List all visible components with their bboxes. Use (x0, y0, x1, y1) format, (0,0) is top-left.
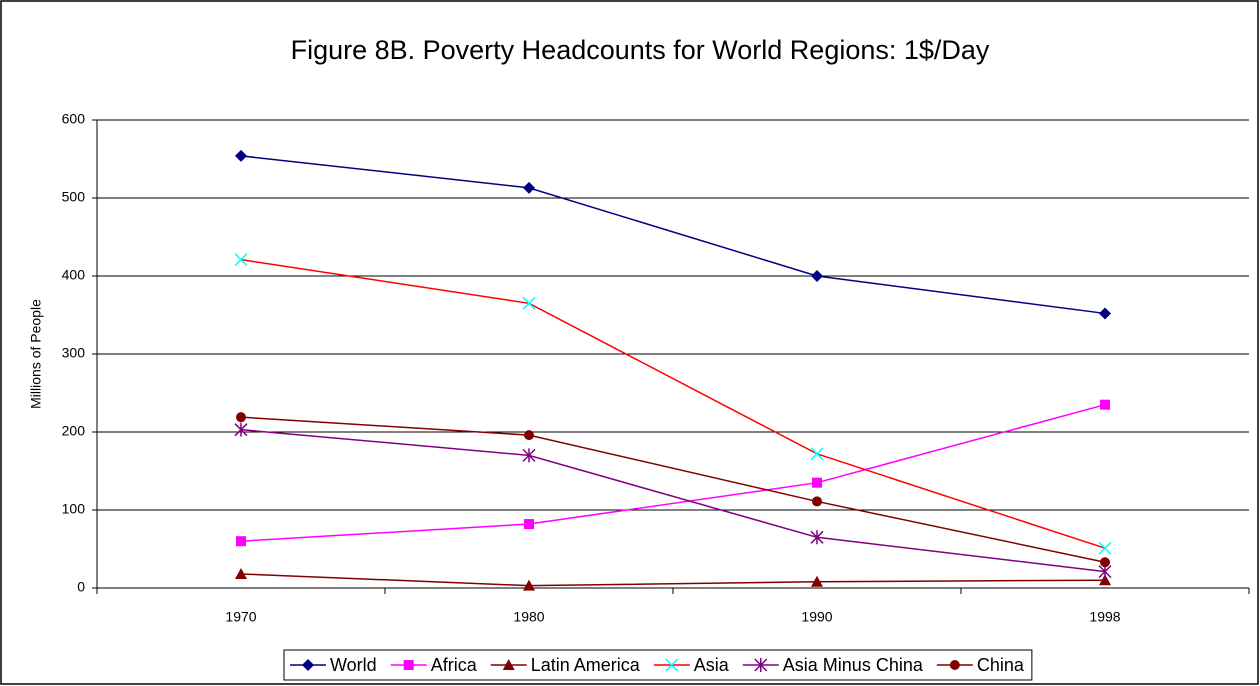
marker (811, 575, 823, 587)
x-tick-label: 1998 (1089, 609, 1120, 625)
legend-item: China (936, 655, 1025, 675)
legend-label: Latin America (531, 655, 641, 675)
legend-item: Asia (653, 655, 730, 675)
y-tick-label: 300 (62, 345, 86, 361)
marker (302, 659, 314, 671)
marker (524, 430, 534, 441)
legend-item: World (290, 655, 377, 675)
marker (502, 659, 515, 670)
marker (812, 477, 822, 488)
marker (522, 296, 536, 310)
marker (811, 270, 823, 282)
marker (235, 567, 247, 579)
x-tick-label: 1980 (513, 609, 544, 625)
series-line (240, 258, 1106, 549)
y-tick-label: 0 (77, 579, 85, 595)
series-line (240, 573, 1106, 587)
marker (1099, 574, 1111, 586)
marker (810, 447, 824, 461)
legend-item: Latin America (490, 655, 641, 675)
marker (522, 448, 536, 463)
legend-label: Africa (431, 655, 478, 675)
y-tick-label: 500 (62, 189, 86, 205)
y-tick-label: 200 (62, 423, 86, 439)
marker (523, 181, 535, 194)
marker (236, 412, 246, 423)
series-line (240, 428, 1106, 573)
y-tick-label: 600 (62, 111, 86, 127)
y-tick-label: 400 (62, 267, 86, 283)
marker (1098, 541, 1112, 555)
marker (1099, 307, 1111, 320)
legend-label: China (977, 655, 1025, 675)
x-tick-label: 1970 (225, 609, 256, 625)
marker (235, 149, 247, 162)
legend-item: Africa (390, 655, 478, 675)
legend-label: Asia Minus China (783, 655, 924, 675)
marker (524, 519, 534, 530)
legend: World Africa Latin America Asia Asia Minus C… (283, 649, 1033, 681)
marker (754, 658, 768, 672)
marker (1100, 557, 1110, 568)
legend-label: World (330, 655, 377, 675)
marker (812, 496, 822, 507)
x-tick-label: 1990 (801, 609, 832, 625)
marker (403, 660, 414, 670)
marker (1100, 399, 1110, 410)
marker (523, 579, 535, 591)
marker (810, 530, 824, 545)
series-line (240, 403, 1106, 542)
marker (665, 658, 679, 672)
series-line (240, 155, 1106, 315)
marker (236, 536, 246, 547)
legend-item: Asia Minus China (742, 655, 924, 675)
legend-label: Asia (694, 655, 730, 675)
marker (234, 422, 248, 437)
series-line (240, 416, 1106, 563)
y-axis-label: Millions of People (28, 299, 44, 409)
chart-title: Figure 8B. Poverty Headcounts for World … (291, 35, 990, 65)
y-tick-label: 100 (62, 501, 86, 517)
marker (234, 253, 248, 267)
marker (949, 660, 960, 670)
